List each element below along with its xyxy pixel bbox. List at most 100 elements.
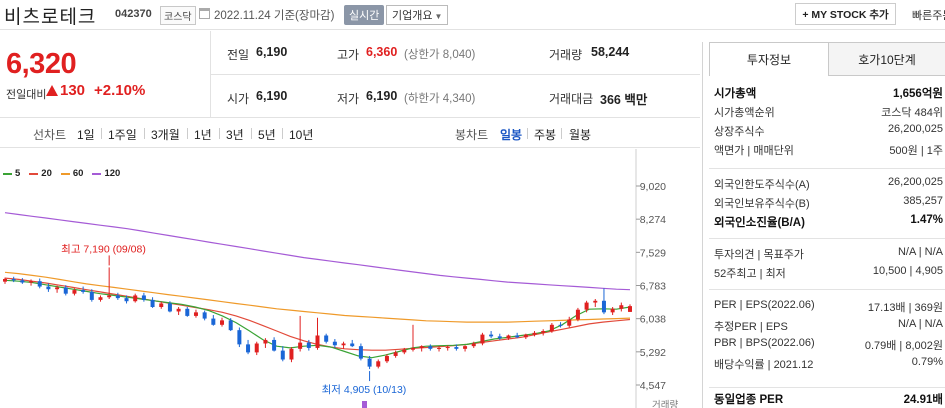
candle-body [81, 290, 86, 292]
candle-body [228, 320, 233, 331]
chart-legend: 5 20 60 120 [3, 168, 129, 179]
info-value: 10,500 | 4,905 [872, 265, 943, 277]
panel-divider [709, 289, 945, 290]
trade-amount-label: 거래대금 [549, 92, 594, 106]
candle-body [37, 281, 42, 287]
high-value: 6,360 [366, 45, 398, 59]
summary-row-divider [211, 74, 700, 75]
candle-body [384, 355, 389, 362]
ma120-line [4, 212, 631, 291]
open-label: 시가 [227, 92, 250, 106]
candle-body [272, 339, 277, 351]
period-3y[interactable]: 3년 [226, 128, 244, 142]
candlestick-chart[interactable]: 9,020 8,274 7,529 6,783 6,038 5,292 4,547 최고 7,… [0, 149, 700, 408]
info-value: 1.47% [910, 214, 943, 226]
y-tick-label: 9,020 [640, 181, 666, 193]
info-label: 52주최고 | 최저 [714, 268, 786, 280]
investment-info-panel [702, 42, 945, 408]
info-label: 액면가 | 매매단위 [714, 145, 794, 157]
info-value: 0.79% [911, 356, 943, 368]
panel-divider [709, 238, 945, 239]
candle-daily[interactable]: 일봉 [500, 128, 523, 142]
candle-body [549, 324, 554, 332]
period-1y[interactable]: 1년 [194, 128, 212, 142]
candle-body [515, 335, 520, 338]
company-overview-label: 기업개요 [392, 10, 433, 22]
upper-limit: (상한가 8,040) [404, 49, 476, 61]
candle-body [410, 347, 415, 350]
y-tick-label: 6,038 [640, 314, 666, 326]
realtime-button[interactable]: 실시간 [344, 5, 385, 25]
change-amount: 130 [60, 82, 86, 99]
period-3m[interactable]: 3개월 [151, 128, 180, 142]
y-tick-label: 8,274 [640, 214, 666, 226]
info-row: 액면가 | 매매단위 500원 | 1주 [714, 142, 945, 161]
trade-amount-value: 366 백만 [600, 93, 648, 107]
tab-order-book[interactable]: 호가10단계 [829, 42, 945, 76]
candle-body [480, 334, 485, 344]
candle-body [254, 343, 259, 353]
price-summary [0, 31, 700, 118]
candle-body [159, 303, 164, 308]
line-chart-label: 선차트 [33, 128, 67, 142]
candle-body [332, 341, 337, 346]
info-value: N/A | N/A [897, 246, 943, 258]
volume-label: 거래량 [549, 48, 583, 62]
legend-swatch [92, 172, 102, 175]
candle-body [532, 332, 537, 335]
period-1w[interactable]: 1주일 [108, 128, 137, 142]
stock-header [0, 0, 945, 30]
low-label: 저가 [337, 92, 360, 106]
info-row: 투자의견 | 목표주가 N/A | N/A [714, 246, 945, 265]
volume-label: 거래량 [652, 399, 678, 408]
candle-body [237, 330, 242, 345]
candle-body [402, 349, 407, 353]
candle-body [567, 319, 572, 326]
quick-order-button[interactable]: 빠른주문 [912, 10, 945, 22]
candle-weekly[interactable]: 주봉 [534, 128, 557, 142]
prev-close-value: 6,190 [256, 45, 288, 59]
candle-body [280, 350, 285, 360]
legend-label: 120 [104, 168, 121, 179]
period-1d[interactable]: 1일 [77, 128, 95, 142]
info-row: PER | EPS(2022.06) 17.13배 | 369원 [714, 299, 945, 318]
candle-body [3, 278, 7, 282]
info-value: 1,656억원 [893, 88, 943, 100]
high-annotation: 최고 7,190 (09/08) [61, 243, 146, 255]
candle-body [341, 343, 346, 346]
volume-value: 58,244 [591, 45, 630, 59]
y-tick-label: 6,783 [640, 281, 666, 293]
period-5y[interactable]: 5년 [258, 128, 276, 142]
info-value: 26,200,025 [887, 176, 943, 188]
legend-ma60: 60 [60, 168, 83, 179]
add-mystock-button[interactable]: + MY STOCK 추가 [795, 3, 896, 25]
candle-body [367, 358, 372, 367]
panel-divider [709, 387, 945, 388]
candle-body [55, 287, 60, 290]
candle-body [619, 305, 624, 309]
info-value: 17.13배 | 369원 [867, 302, 943, 314]
candle-body [63, 287, 68, 294]
period-10y[interactable]: 10년 [289, 128, 314, 142]
info-label: 상장주식수 [714, 126, 765, 138]
legend-swatch [3, 172, 12, 175]
company-overview-button[interactable]: 기업개요 ▼ [386, 5, 449, 25]
info-label: 외국인보유주식수(B) [714, 198, 810, 210]
candle-body [133, 295, 138, 302]
candle-body [584, 302, 589, 310]
candle-chart-label: 봉차트 [455, 128, 489, 142]
low-annotation: 최저 4,905 (10/13) [322, 384, 407, 396]
candle-monthly[interactable]: 월봉 [569, 128, 592, 142]
candle-body [46, 286, 51, 290]
legend-ma120: 120 [92, 168, 120, 179]
info-value: 500원 | 1주 [889, 145, 943, 157]
candle-body [202, 312, 207, 319]
candle-body [445, 347, 450, 349]
info-label: PBR | BPS(2022.06) [714, 337, 815, 349]
open-value: 6,190 [256, 89, 288, 103]
info-row: 외국인소진율(B/A) 1.47% [714, 214, 945, 233]
prev-close-label: 전일 [227, 48, 250, 62]
legend-swatch [60, 172, 70, 175]
tab-investment-info[interactable]: 투자정보 [709, 42, 829, 76]
industry-per-label: 동일업종 PER [714, 394, 784, 406]
